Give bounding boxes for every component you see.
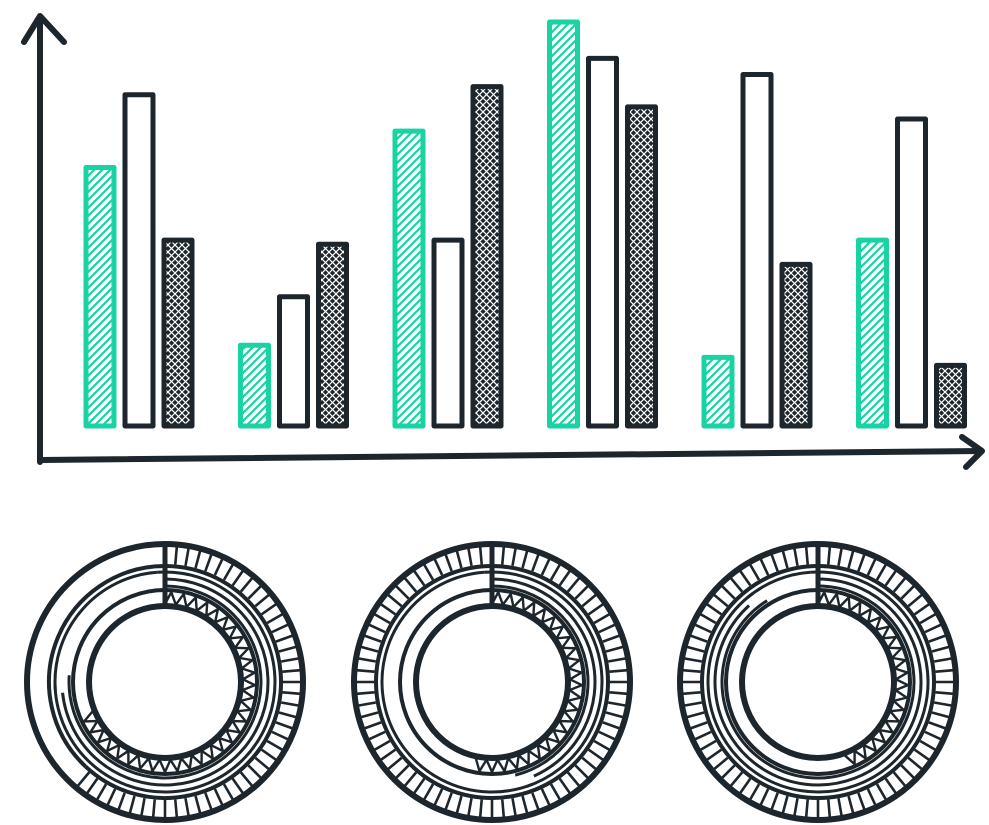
middle-ring-line-2 [491,577,597,778]
ring-gauges [24,541,959,823]
middle-ring-track [746,570,811,599]
middle-ring-line-3 [67,584,263,780]
bar-g4-s1 [547,19,580,429]
inner-band-outer-edge [724,588,912,776]
inner-ring [413,603,571,761]
bar-g5-s2 [740,72,774,429]
outer-band-inner-edge [84,564,283,800]
inner-ring [739,603,897,761]
bar-g6-s2 [895,116,928,429]
ring-gauge-3 [677,541,959,823]
middle-ring-line-1 [706,570,930,794]
bar-g4-s3 [625,104,658,429]
bar-g3-s3 [470,84,504,429]
inner-band-outer-edge [71,588,259,776]
x-axis [37,434,985,470]
middle-ring-track [380,570,534,794]
inner-band-outer-edge [398,588,586,776]
bar-g3-s1 [392,128,426,429]
middle-ring-line-1 [484,570,604,789]
bar-g6-s1 [856,237,889,429]
middle-ring-line-3 [491,584,590,777]
bar-g5-s1 [701,354,735,429]
ring-gauge-1 [24,541,306,823]
middle-ring-line-2 [713,577,923,787]
middle-ring-line-2 [61,577,270,787]
inner-ring [86,603,244,761]
inner-band-zigzag [81,589,258,775]
bar-g4-s2 [586,55,619,429]
bar-g3-s2 [431,237,465,429]
middle-ring-track [53,570,158,690]
bar-g2-s2 [277,294,310,429]
bar-g2-s1 [238,342,271,429]
bar-g5-s3 [779,261,813,429]
bar-g1-s2 [122,92,156,429]
middle-ring-line-3 [720,584,916,780]
bar-chart [21,13,985,470]
bar-g1-s3 [161,237,195,429]
y-axis [21,13,67,465]
bars [83,19,967,429]
ring-gauge-2 [351,541,633,823]
outer-band-rest [47,564,166,769]
bar-g6-s3 [934,362,967,429]
bar-g2-s3 [316,241,349,429]
middle-ring-line-1 [53,570,277,794]
bar-g1-s1 [83,164,117,429]
